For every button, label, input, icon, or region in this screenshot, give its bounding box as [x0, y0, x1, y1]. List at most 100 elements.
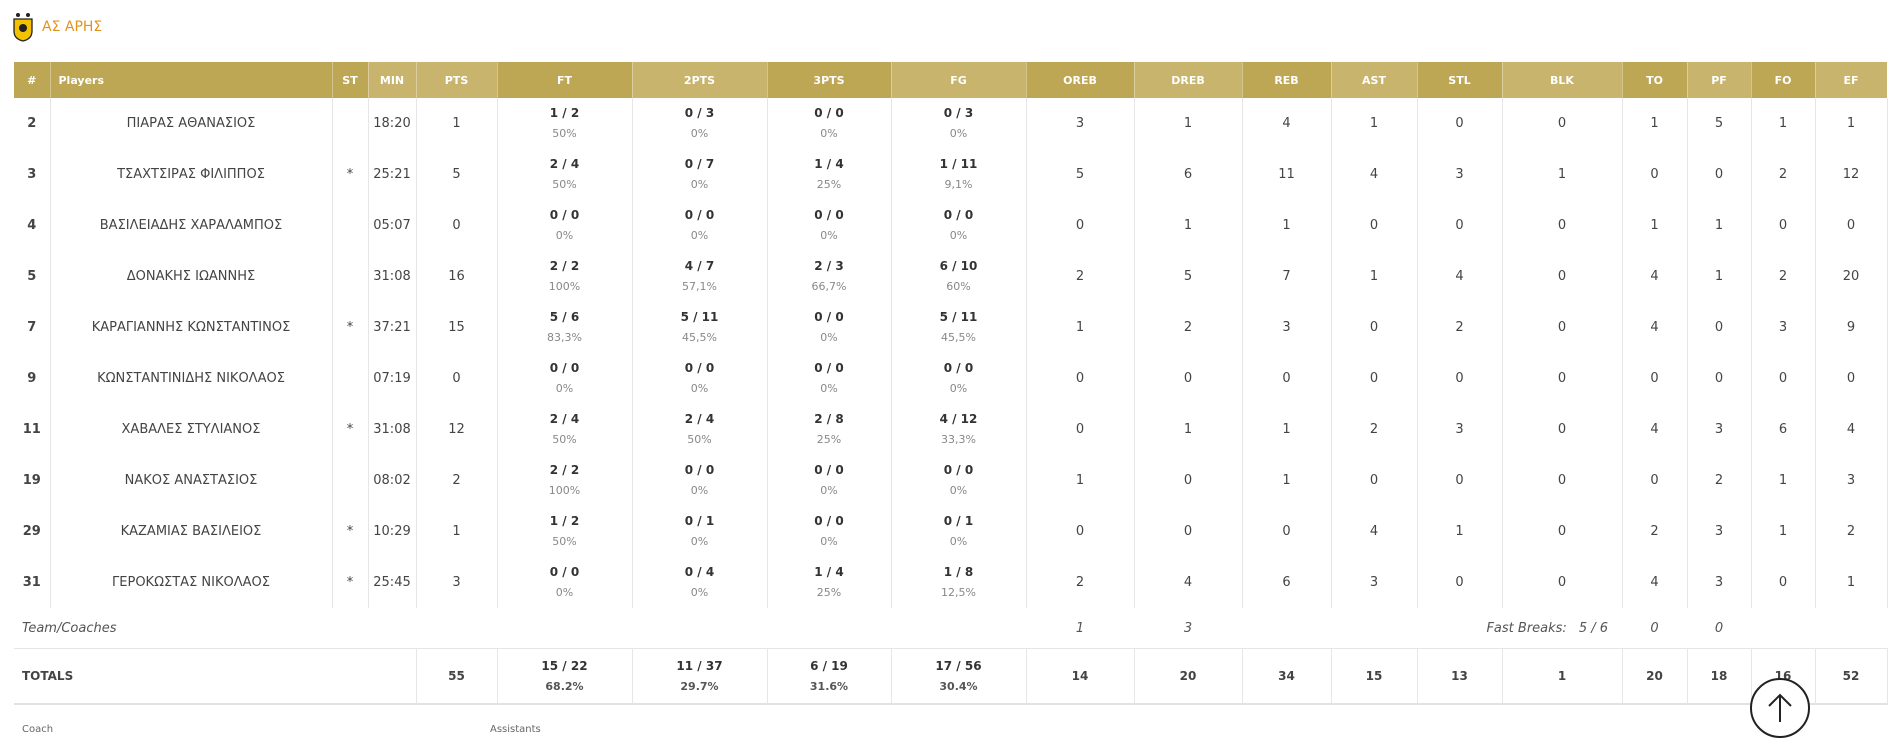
player-stl: 2 — [1417, 302, 1503, 353]
player-min: 08:02 — [368, 455, 417, 506]
fast-breaks-value: 5 / 6 — [1578, 620, 1608, 636]
player-ft-made: 1 / 2 — [549, 514, 580, 528]
player-2pts-made: 4 / 7 — [684, 259, 715, 273]
scroll-to-top-button[interactable] — [1750, 678, 1810, 738]
team-name[interactable]: ΑΣ ΑΡΗΣ — [42, 19, 103, 35]
col-header-dreb[interactable]: DREB — [1134, 62, 1243, 98]
player-ft: 2 / 2 100% — [497, 251, 633, 302]
col-header-ast[interactable]: AST — [1331, 62, 1418, 98]
starter-mark: * — [332, 302, 369, 353]
col-header-to[interactable]: TO — [1622, 62, 1688, 98]
player-3pts-made: 1 / 4 — [814, 157, 844, 171]
starter-mark — [332, 455, 369, 506]
player-ft-pct: 50% — [552, 433, 577, 446]
player-pf: 5 — [1687, 98, 1752, 149]
player-fg-pct: 0% — [949, 535, 968, 548]
player-name[interactable]: ΝΑΚΟΣ ΑΝΑΣΤΑΣΙΟΣ — [50, 455, 333, 506]
team-coaches-label: Team/Coaches — [22, 620, 117, 636]
totals-to: 20 — [1622, 648, 1688, 705]
player-ast: 4 — [1331, 149, 1418, 200]
player-ft: 1 / 2 50% — [497, 98, 633, 149]
col-header-ft[interactable]: FT — [497, 62, 633, 98]
player-oreb: 0 — [1026, 506, 1135, 557]
col-header-ef[interactable]: EF — [1815, 62, 1888, 98]
player-fg-pct: 0% — [949, 127, 968, 140]
player-ft: 2 / 4 50% — [497, 404, 633, 455]
starter-mark — [332, 98, 369, 149]
col-header-fg[interactable]: FG — [891, 62, 1027, 98]
player-ft: 0 / 0 0% — [497, 353, 633, 404]
col-header-players[interactable]: Players — [50, 62, 333, 98]
col-header-blk[interactable]: BLK — [1502, 62, 1623, 98]
player-reb: 6 — [1242, 557, 1332, 608]
player-to: 4 — [1622, 302, 1688, 353]
player-ft-made: 2 / 2 — [549, 463, 580, 477]
player-number: 31 — [14, 557, 51, 608]
player-stl: 3 — [1417, 149, 1503, 200]
totals-3pts: 6 / 19 31.6% — [767, 648, 892, 705]
player-ef: 1 — [1815, 98, 1888, 149]
player-fg: 0 / 1 0% — [891, 506, 1027, 557]
player-fg: 4 / 12 33,3% — [891, 404, 1027, 455]
player-name[interactable]: ΚΑΡΑΓΙΑΝΝΗΣ ΚΩΝΣΤΑΝΤΙΝΟΣ — [50, 302, 333, 353]
col-header-2pts[interactable]: 2PTS — [632, 62, 768, 98]
player-to: 0 — [1622, 455, 1688, 506]
col-header-min[interactable]: MIN — [368, 62, 417, 98]
team-pf: 0 — [1714, 620, 1724, 636]
player-fg-made: 6 / 10 — [939, 259, 978, 273]
col-header-3pts[interactable]: 3PTS — [767, 62, 892, 98]
player-name[interactable]: ΓΕΡΟΚΩΣΤΑΣ ΝΙΚΟΛΑΟΣ — [50, 557, 333, 608]
player-3pts: 1 / 4 25% — [767, 149, 892, 200]
table-row: 4 ΒΑΣΙΛΕΙΑΔΗΣ ΧΑΡΑΛΑΜΠΟΣ 05:07 0 0 / 0 0% 0 / … — [14, 200, 1888, 251]
totals-ast: 15 — [1331, 648, 1418, 705]
player-min: 31:08 — [368, 251, 417, 302]
player-min: 18:20 — [368, 98, 417, 149]
player-ft-pct: 100% — [548, 280, 581, 293]
player-blk: 0 — [1502, 557, 1623, 608]
player-2pts-pct: 45,5% — [682, 331, 717, 344]
player-name[interactable]: ΚΩΝΣΤΑΝΤΙΝΙΔΗΣ ΝΙΚΟΛΑΟΣ — [50, 353, 333, 404]
player-ft-made: 2 / 4 — [549, 157, 580, 171]
player-2pts-made: 0 / 0 — [684, 208, 715, 222]
col-header-pf[interactable]: PF — [1687, 62, 1752, 98]
fast-breaks: Fast Breaks: 5 / 6 — [1242, 608, 1622, 649]
player-fg-pct: 9,1% — [944, 178, 973, 191]
player-dreb: 0 — [1134, 506, 1243, 557]
player-reb: 1 — [1242, 404, 1332, 455]
player-3pts: 2 / 3 66,7% — [767, 251, 892, 302]
col-header-fo[interactable]: FO — [1751, 62, 1816, 98]
coach-label: Coach — [22, 724, 54, 735]
player-3pts-pct: 66,7% — [811, 280, 847, 293]
player-name[interactable]: ΧΑΒΑΛΕΣ ΣΤΥΛΙΑΝΟΣ — [50, 404, 333, 455]
player-name[interactable]: ΔΟΝΑΚΗΣ ΙΩΑΝΝΗΣ — [50, 251, 333, 302]
player-fg-made: 1 / 11 — [939, 157, 978, 171]
player-ft-pct: 0% — [555, 586, 574, 599]
col-header-oreb[interactable]: OREB — [1026, 62, 1135, 98]
player-pf: 0 — [1687, 302, 1752, 353]
player-2pts-made: 0 / 4 — [684, 565, 715, 579]
player-to: 1 — [1622, 98, 1688, 149]
assistants-label: Assistants — [490, 724, 541, 735]
player-to: 4 — [1622, 557, 1688, 608]
player-stl: 0 — [1417, 353, 1503, 404]
player-name[interactable]: ΒΑΣΙΛΕΙΑΔΗΣ ΧΑΡΑΛΑΜΠΟΣ — [50, 200, 333, 251]
player-name[interactable]: ΤΣΑΧΤΣΙΡΑΣ ΦΙΛΙΠΠΟΣ — [50, 149, 333, 200]
col-header-stl[interactable]: STL — [1417, 62, 1503, 98]
player-number: 29 — [14, 506, 51, 557]
col-header-pts[interactable]: PTS — [416, 62, 498, 98]
player-ft: 5 / 6 83,3% — [497, 302, 633, 353]
player-fg-pct: 12,5% — [941, 586, 976, 599]
player-3pts: 0 / 0 0% — [767, 455, 892, 506]
player-ef: 9 — [1815, 302, 1888, 353]
player-3pts-made: 2 / 8 — [814, 412, 844, 426]
player-2pts: 0 / 0 0% — [632, 200, 768, 251]
player-name[interactable]: ΚΑΖΑΜΙΑΣ ΒΑΣΙΛΕΙΟΣ — [50, 506, 333, 557]
player-number: 11 — [14, 404, 51, 455]
player-fo: 0 — [1751, 353, 1816, 404]
totals-label: TOTALS — [14, 648, 417, 705]
player-ft-pct: 50% — [552, 127, 577, 140]
player-3pts-pct: 0% — [820, 535, 838, 548]
player-pf: 2 — [1687, 455, 1752, 506]
player-name[interactable]: ΠΙΑΡΑΣ ΑΘΑΝΑΣΙΟΣ — [50, 98, 333, 149]
col-header-reb[interactable]: REB — [1242, 62, 1332, 98]
